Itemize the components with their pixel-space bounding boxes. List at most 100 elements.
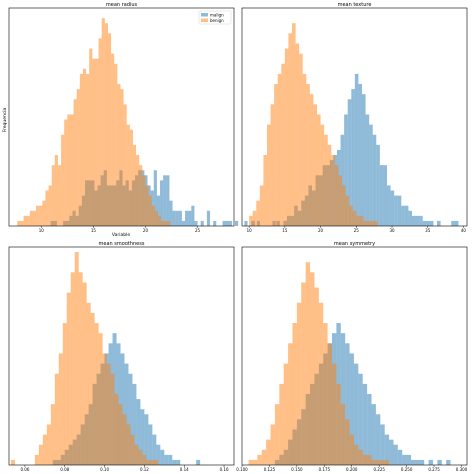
histogram-bar-malign: [148, 424, 153, 465]
axes-frame: [241, 7, 468, 227]
histogram-bar-benign: [362, 454, 368, 465]
histogram-bar-benign: [54, 155, 58, 226]
histogram-bar-benign: [90, 312, 95, 465]
histogram-bar-benign: [98, 333, 103, 465]
histogram-bar-benign: [57, 165, 62, 226]
histogram-bar-benign: [332, 363, 337, 465]
histogram-bar-malign: [354, 73, 359, 226]
histogram-bar-malign: [454, 220, 459, 226]
histogram-bar-malign: [181, 220, 186, 226]
histogram-bar-benign: [281, 63, 285, 226]
histogram-bar-benign: [288, 33, 292, 226]
x-tick-label: 0.08: [60, 467, 69, 472]
histogram-bar-malign: [191, 205, 195, 226]
histogram-bar-malign: [389, 439, 394, 465]
histogram-bar-malign: [225, 220, 229, 226]
histogram-bar-benign: [317, 114, 321, 226]
histogram-bar-benign: [61, 134, 65, 226]
histogram-bar-benign: [270, 424, 275, 465]
axes-frame: [241, 246, 468, 466]
histogram-bar-benign: [66, 292, 71, 465]
histogram-bar-malign: [166, 175, 170, 226]
histogram-bar-benign: [54, 373, 59, 465]
histogram-bar-benign: [261, 449, 267, 465]
histogram-bar-malign: [387, 185, 391, 226]
histogram-bar-benign: [101, 18, 105, 227]
histogram-bar-malign: [369, 124, 373, 226]
histogram-bar-benign: [123, 104, 127, 226]
histogram-bar-benign: [145, 185, 149, 226]
x-tick-label: 0.100: [236, 467, 248, 472]
histogram-bar-benign: [151, 205, 155, 226]
histogram-bar-benign: [334, 165, 339, 226]
histogram-bar-malign: [124, 363, 129, 465]
histogram-bar-benign: [106, 363, 111, 465]
histogram-bar-malign: [419, 215, 423, 226]
histogram-bar-malign: [375, 414, 381, 465]
histogram-bar-malign: [446, 459, 451, 465]
histogram-bar-benign: [17, 220, 21, 226]
histogram-bar-malign: [419, 459, 425, 465]
histogram-bar-benign: [301, 282, 306, 465]
histogram-bar-malign: [222, 220, 226, 226]
histogram-bar-malign: [402, 454, 407, 465]
x-tick-label: 10: [247, 228, 253, 233]
histogram-bar-benign: [73, 99, 77, 226]
histogram-bar-benign: [114, 63, 118, 226]
histogram-bar-benign: [86, 302, 91, 465]
x-tick-label: 0.10: [100, 467, 109, 472]
x-tick-label: 0.150: [291, 467, 303, 472]
histogram-bar-malign: [437, 220, 441, 226]
histogram-bar-benign: [327, 144, 332, 226]
histogram-bar-malign: [235, 220, 239, 226]
histogram-bar-benign: [252, 210, 257, 226]
histogram-bar-malign: [347, 99, 352, 226]
x-tick-label: 30: [389, 228, 395, 233]
histogram-bar-malign: [345, 343, 350, 465]
histogram-bar-benign: [305, 262, 311, 465]
histogram-bar-benign: [384, 459, 390, 465]
histogram-bar-benign: [288, 343, 293, 465]
histogram-bar-malign: [172, 210, 176, 226]
histogram-bar-benign: [252, 459, 258, 465]
histogram-bar-benign: [74, 252, 79, 465]
figure-ylabel: Frequencia: [2, 107, 8, 132]
histogram-bar-benign: [380, 459, 385, 465]
x-tick-label: 0.225: [373, 467, 385, 472]
histogram-bar-malign: [188, 210, 192, 226]
histogram-bar-benign: [345, 195, 350, 226]
histogram-bar-malign: [349, 353, 354, 465]
x-tick-label: 0.200: [346, 467, 358, 472]
histogram-bar-benign: [111, 53, 115, 227]
histogram-bar-benign: [277, 73, 282, 226]
histogram-bar-benign: [46, 424, 51, 465]
histogram-bar-benign: [302, 73, 307, 226]
histogram-bar-malign: [172, 459, 177, 465]
histogram-bar-benign: [132, 144, 137, 226]
histogram-bar-malign: [128, 373, 133, 465]
histogram-bar-benign: [266, 439, 271, 465]
histogram-bar-malign: [415, 459, 420, 465]
histogram-bar-malign: [406, 454, 412, 465]
histogram-bar-benign: [295, 43, 300, 226]
histogram-bar-benign: [142, 175, 146, 226]
histogram-bar-benign: [327, 343, 332, 465]
histogram-bar-benign: [352, 210, 357, 226]
histogram-bar-benign: [92, 58, 96, 226]
histogram-bar-benign: [342, 185, 346, 226]
histogram-bar-benign: [130, 434, 135, 465]
histogram-bar-malign: [213, 220, 217, 226]
histogram-bar-benign: [371, 459, 376, 465]
histogram-bar-benign: [29, 210, 33, 226]
x-tick-label: 20: [318, 228, 324, 233]
histogram-bar-benign: [114, 394, 119, 465]
x-tick-label: 40: [461, 228, 467, 233]
histogram-bar-benign: [67, 114, 71, 226]
histogram-bar-benign: [10, 459, 15, 465]
legend-swatch-malign: [201, 13, 208, 17]
histogram-bar-malign: [401, 205, 405, 226]
x-tick-label: 20: [143, 228, 149, 233]
x-tick-label: 0.275: [428, 467, 440, 472]
histogram-bar-benign: [248, 459, 253, 465]
histogram-bar-benign: [148, 195, 152, 226]
